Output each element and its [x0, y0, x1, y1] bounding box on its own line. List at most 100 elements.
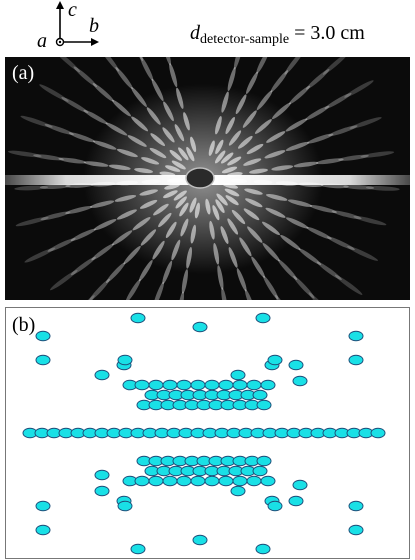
diffraction-streak: [58, 157, 87, 164]
diffraction-spot: [246, 379, 262, 391]
diffraction-streak: [39, 84, 69, 102]
diffraction-spot: [130, 543, 146, 555]
diffraction-streak: [245, 71, 259, 94]
diffraction-streak: [40, 211, 71, 221]
diffraction-streak: [39, 184, 71, 190]
diffraction-streak: [353, 215, 387, 226]
diffraction-spot: [204, 379, 220, 391]
diffraction-streak: [280, 234, 301, 251]
diffraction-spot: [117, 500, 133, 512]
diffraction-spot: [218, 475, 234, 487]
diffraction-spot: [292, 375, 308, 387]
diffraction-streak: [91, 243, 115, 261]
diffraction-streak: [251, 256, 265, 278]
diffraction-streak: [149, 147, 167, 159]
diffraction-spot: [252, 465, 268, 477]
diffraction-streak: [176, 87, 184, 109]
diffraction-spot: [370, 427, 386, 439]
diffraction-streak: [239, 237, 252, 257]
diffraction-streak: [225, 195, 239, 206]
diffraction-streak: [243, 158, 262, 166]
diffraction-streak: [271, 165, 294, 171]
diffraction-streak: [247, 226, 263, 243]
diffraction-spot: [292, 479, 308, 491]
diffraction-spot: [348, 524, 364, 536]
diffraction-streak: [227, 66, 236, 92]
diffraction-streak: [61, 97, 89, 113]
diffraction-streak: [125, 278, 141, 300]
diffraction-streak: [132, 216, 151, 231]
diffraction-streak: [111, 99, 132, 117]
diffraction-spot: [267, 354, 283, 366]
detector-distance-label: ddetector-sample = 3.0 cm: [190, 22, 365, 47]
diffraction-spot: [230, 485, 246, 497]
diffraction-streak: [93, 218, 117, 231]
diffraction-streak: [213, 242, 220, 265]
diffraction-streak: [215, 199, 225, 213]
diffraction-streak: [331, 210, 362, 220]
diffraction-spot: [190, 475, 206, 487]
diffraction-streak: [49, 269, 78, 291]
figure-header: c b a ddetector-sample = 3.0 cm: [0, 0, 415, 52]
diffraction-streak: [139, 189, 158, 196]
diffraction-streak: [89, 200, 115, 208]
distance-value: = 3.0 cm: [294, 22, 365, 44]
diffraction-spot: [348, 500, 364, 512]
diffraction-spot: [218, 379, 234, 391]
diffraction-streak: [108, 164, 131, 170]
diffraction-streak: [212, 205, 220, 221]
diffraction-streak: [315, 158, 344, 165]
diffraction-streak: [266, 193, 288, 201]
diffraction-streak: [70, 228, 97, 242]
diffraction-streak: [111, 230, 133, 246]
diffraction-streak: [134, 168, 154, 174]
diffraction-streak: [88, 278, 110, 300]
panel-b-label: (b): [12, 314, 36, 336]
diffraction-spot: [162, 475, 178, 487]
diffraction-streak: [338, 154, 369, 161]
diffraction-streak: [123, 245, 141, 265]
panel-a-label: (a): [12, 62, 35, 84]
diffraction-streak: [221, 166, 238, 174]
diffraction-streak: [15, 216, 49, 227]
diffraction-spot: [256, 399, 272, 411]
diffraction-streak: [254, 119, 272, 134]
diffraction-streak: [44, 124, 74, 135]
diffraction-streak: [344, 80, 374, 98]
diffraction-streak: [116, 148, 138, 158]
diffraction-streak: [14, 185, 49, 191]
diffraction-streak: [162, 127, 175, 143]
diffraction-streak: [99, 57, 120, 72]
crystal-axes-diagram: [55, 1, 99, 47]
diffraction-spot: [94, 485, 110, 497]
diffraction-streak: [243, 208, 260, 221]
diffraction-spot: [288, 359, 304, 371]
diffraction-streak: [215, 139, 224, 155]
diffraction-streak: [131, 116, 149, 132]
diffraction-streak: [347, 245, 378, 261]
diffraction-streak: [190, 136, 197, 153]
diffraction-streak: [177, 291, 185, 300]
diffraction-streak: [285, 141, 310, 151]
radial-ray-group: [7, 57, 400, 300]
diffraction-streak: [163, 190, 178, 199]
diffraction-streak: [217, 265, 224, 290]
diffraction-streak: [83, 109, 108, 125]
diffraction-spot: [176, 379, 192, 391]
diffraction-streak: [221, 287, 228, 300]
diffraction-spot: [255, 543, 271, 555]
diffraction-streak: [33, 154, 64, 161]
diffraction-spot: [117, 354, 133, 366]
diffraction-streak: [165, 221, 177, 239]
diffraction-streak: [244, 289, 256, 300]
diffraction-streak: [277, 259, 298, 281]
diffraction-streak: [140, 229, 157, 246]
diffraction-streak: [270, 70, 289, 93]
diffraction-streak: [215, 116, 222, 135]
diffraction-streak: [285, 118, 308, 132]
diffraction-spot: [348, 330, 364, 342]
diffraction-spot: [252, 389, 268, 401]
diffraction-spot: [260, 475, 276, 487]
diffraction-spot: [246, 475, 262, 487]
diffraction-streak: [194, 202, 200, 219]
